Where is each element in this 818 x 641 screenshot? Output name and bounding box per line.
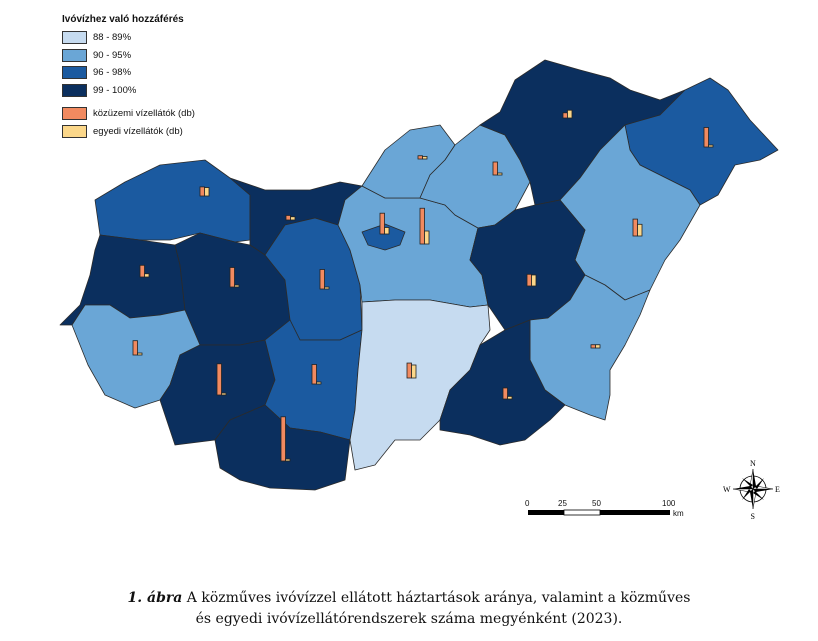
caption-line-1: A közműves ivóvízzel ellátott háztartáso… — [186, 590, 691, 606]
scale-tick-25: 25 — [558, 499, 567, 508]
bar-individual-bacs — [411, 364, 417, 379]
map-legend: Ivóvízhez való hozzáférés 88 - 89% 90 - … — [62, 14, 195, 140]
compass-s: S — [751, 512, 755, 521]
legend-swatch — [62, 83, 87, 97]
bar-public-baranya — [280, 416, 286, 462]
bar-individual-zala — [137, 352, 143, 356]
bar-public-budapest — [379, 212, 385, 235]
bar-individual-borsod — [567, 109, 573, 119]
bar-individual-szolnok — [531, 274, 537, 287]
bar-individual-somogy — [221, 392, 227, 396]
bar-public-pest — [419, 207, 425, 245]
county-fejer — [264, 217, 363, 341]
bar-public-nograd — [417, 155, 423, 160]
bar-public-szolnok — [526, 273, 532, 287]
bar-public-bacs — [406, 362, 412, 379]
legend-item-class-3: 99 - 100% — [62, 82, 195, 100]
legend-swatch — [62, 66, 87, 80]
bar-public-tolna — [311, 364, 317, 385]
legend-label: 96 - 98% — [93, 67, 132, 79]
county-gyor — [94, 159, 251, 243]
legend-item-individual-supply: egyedi vízellátók (db) — [62, 123, 195, 141]
compass-e: E — [775, 485, 780, 494]
legend-label: egyedi vízellátók (db) — [93, 125, 183, 137]
bar-individual-bekes — [595, 344, 601, 349]
county-budapest — [361, 223, 406, 251]
bar-public-vas — [139, 264, 145, 278]
compass-n: N — [750, 459, 756, 468]
bar-public-hajdu — [632, 218, 638, 237]
bar-individual-komarom — [290, 216, 296, 221]
bar-symbols — [132, 109, 714, 462]
bar-public-somogy — [216, 363, 222, 396]
legend-title: Ivóvízhez való hozzáférés — [62, 14, 184, 25]
scale-tick-50: 50 — [592, 499, 601, 508]
compass-w: W — [723, 485, 731, 494]
bar-public-gyor — [199, 186, 205, 197]
bar-public-zala — [132, 340, 138, 356]
bar-individual-szabolcs — [708, 144, 714, 148]
legend-label: közüzemi vízellátók (db) — [93, 108, 195, 120]
figure-caption: 1. ábra A közműves ivóvízzel ellátott há… — [0, 588, 818, 630]
bar-individual-nograd — [422, 155, 428, 160]
legend-item-class-1: 90 - 95% — [62, 47, 195, 65]
scale-tick-100: 100 — [662, 499, 676, 508]
caption-label: 1. ábra — [127, 590, 183, 606]
bar-public-borsod — [562, 112, 568, 119]
legend-item-public-supply: közüzemi vízellátók (db) — [62, 105, 195, 123]
bar-public-komarom — [285, 215, 291, 221]
bar-public-fejer — [319, 269, 325, 290]
bar-individual-csongrad — [507, 395, 513, 400]
bar-individual-tolna — [316, 381, 322, 385]
legend-label: 99 - 100% — [93, 84, 137, 96]
caption-line-2: és egyedi ivóvízellátórendszerek száma m… — [195, 611, 623, 627]
bar-individual-heves — [497, 172, 503, 176]
bar-individual-gyor — [204, 187, 210, 197]
bar-individual-baranya — [285, 458, 291, 462]
bar-individual-hajdu — [637, 223, 643, 237]
legend-label: 88 - 89% — [93, 32, 132, 44]
compass-rose-icon: N S E W — [723, 459, 780, 521]
bar-individual-fejer — [324, 286, 330, 290]
county-vas — [59, 234, 186, 326]
legend-label: 90 - 95% — [93, 49, 132, 61]
bar-individual-pest — [424, 230, 430, 245]
scale-bar: 0 25 50 100 km — [525, 499, 684, 518]
bar-public-szabolcs — [703, 127, 709, 148]
legend-item-class-0: 88 - 89% — [62, 29, 195, 47]
bar-public-veszprem — [229, 267, 235, 288]
bar-public-heves — [492, 161, 498, 176]
legend-swatch — [62, 48, 87, 62]
bar-individual-vas — [144, 273, 150, 278]
legend-swatch — [62, 31, 87, 45]
bar-public-csongrad — [502, 387, 508, 400]
bar-public-bekes — [590, 344, 596, 349]
bar-individual-budapest — [384, 227, 390, 235]
scale-unit: km — [673, 509, 684, 518]
legend-swatch — [62, 124, 87, 138]
county-csongrad — [439, 319, 566, 446]
legend-item-class-2: 96 - 98% — [62, 64, 195, 82]
scale-tick-0: 0 — [525, 499, 530, 508]
legend-swatch — [62, 107, 87, 121]
bar-individual-veszprem — [234, 284, 240, 288]
